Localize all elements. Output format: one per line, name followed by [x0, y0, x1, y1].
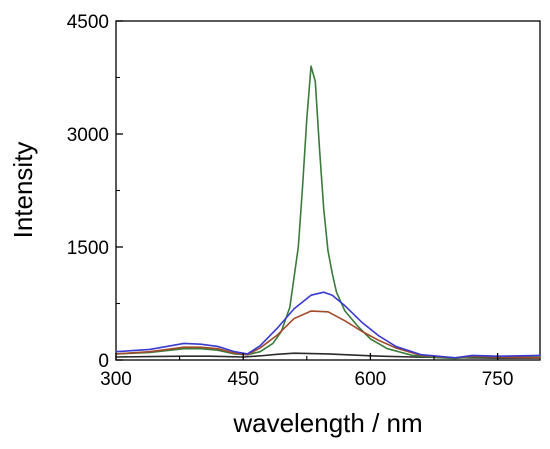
- x-tick-label: 450: [227, 369, 259, 390]
- plot-frame: [115, 20, 541, 361]
- y-tick-label: 0: [98, 351, 109, 372]
- y-tick-label: 3000: [67, 125, 109, 146]
- series-line-2: [115, 65, 541, 360]
- x-axis-title: wavelength / nm: [232, 408, 422, 438]
- x-tick-label: 600: [355, 369, 387, 390]
- y-tick-label: 1500: [67, 238, 109, 259]
- x-tick-label: 750: [482, 369, 514, 390]
- series-line-4: [115, 291, 541, 359]
- y-tick-label: 4500: [67, 12, 109, 33]
- y-axis-title: Intensity: [8, 142, 38, 239]
- x-tick-label: 300: [100, 369, 132, 390]
- series-line-3: [115, 310, 541, 359]
- tick-layer: 300 450 600 750 0 1500 3000 4500: [67, 12, 514, 390]
- series-layer: [115, 65, 541, 360]
